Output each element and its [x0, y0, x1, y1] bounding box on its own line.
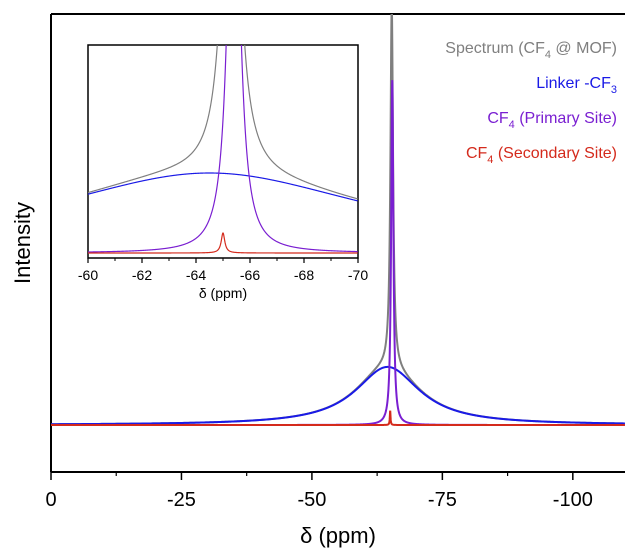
main-series: [51, 14, 625, 426]
x-tick-label: -75: [428, 489, 457, 511]
x-tick-label: -25: [167, 489, 196, 511]
inset-chart: -60 -62 -64 -66 -68 -70 δ (ppm): [78, 44, 368, 301]
y-axis-title: Intensity: [10, 202, 35, 284]
inset-x-tick-label: -70: [348, 267, 368, 283]
inset-x-tick-label: -60: [78, 267, 98, 283]
inset-x-tick-label: -62: [132, 267, 152, 283]
inset-x-tick-label: -66: [240, 267, 260, 283]
main-x-ticks: 0 -25 -50 -75 -100: [45, 472, 593, 511]
main-linker-cf3-line: [51, 365, 625, 426]
main-cf4-secondary-line: [51, 410, 625, 426]
inset-x-axis-title: δ (ppm): [199, 285, 247, 301]
inset-cf4-primary-line: [88, 45, 358, 253]
inset-spectrum-line: [88, 45, 358, 200]
x-axis-title: δ (ppm): [300, 523, 376, 548]
legend-entry: CF4 (Secondary Site): [466, 145, 617, 166]
legend: Spectrum (CF4 @ MOF) Linker -CF3 CF4 (Prim…: [445, 40, 617, 166]
inset-linker-cf3-line: [88, 172, 358, 202]
main-axes: [50, 13, 625, 473]
legend-entry: Linker -CF3: [536, 75, 617, 96]
legend-entry: CF4 (Primary Site): [487, 110, 617, 131]
legend-entry: Spectrum (CF4 @ MOF): [445, 40, 617, 61]
inset-x-ticks: -60 -62 -64 -66 -68 -70: [78, 258, 368, 283]
inset-x-tick-label: -64: [186, 267, 206, 283]
x-tick-label: 0: [45, 489, 56, 511]
inset-frame: [87, 44, 359, 259]
inset-series: [88, 45, 358, 254]
inset-x-tick-label: -68: [294, 267, 314, 283]
x-tick-label: -50: [297, 489, 326, 511]
inset-cf4-secondary-line: [88, 232, 358, 254]
x-tick-label: -100: [553, 489, 593, 511]
